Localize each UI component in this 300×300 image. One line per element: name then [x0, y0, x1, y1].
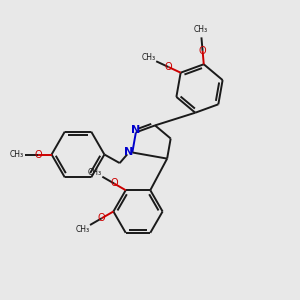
- Text: CH₃: CH₃: [9, 150, 23, 159]
- Text: O: O: [165, 62, 172, 72]
- Text: CH₃: CH₃: [194, 25, 208, 34]
- Text: N: N: [124, 148, 134, 158]
- Text: CH₃: CH₃: [76, 225, 90, 234]
- Text: CH₃: CH₃: [142, 53, 156, 62]
- Text: O: O: [110, 178, 118, 188]
- Text: O: O: [98, 213, 106, 223]
- Text: N: N: [131, 125, 140, 135]
- Text: O: O: [199, 46, 206, 56]
- Text: CH₃: CH₃: [88, 168, 102, 177]
- Text: O: O: [34, 149, 42, 160]
